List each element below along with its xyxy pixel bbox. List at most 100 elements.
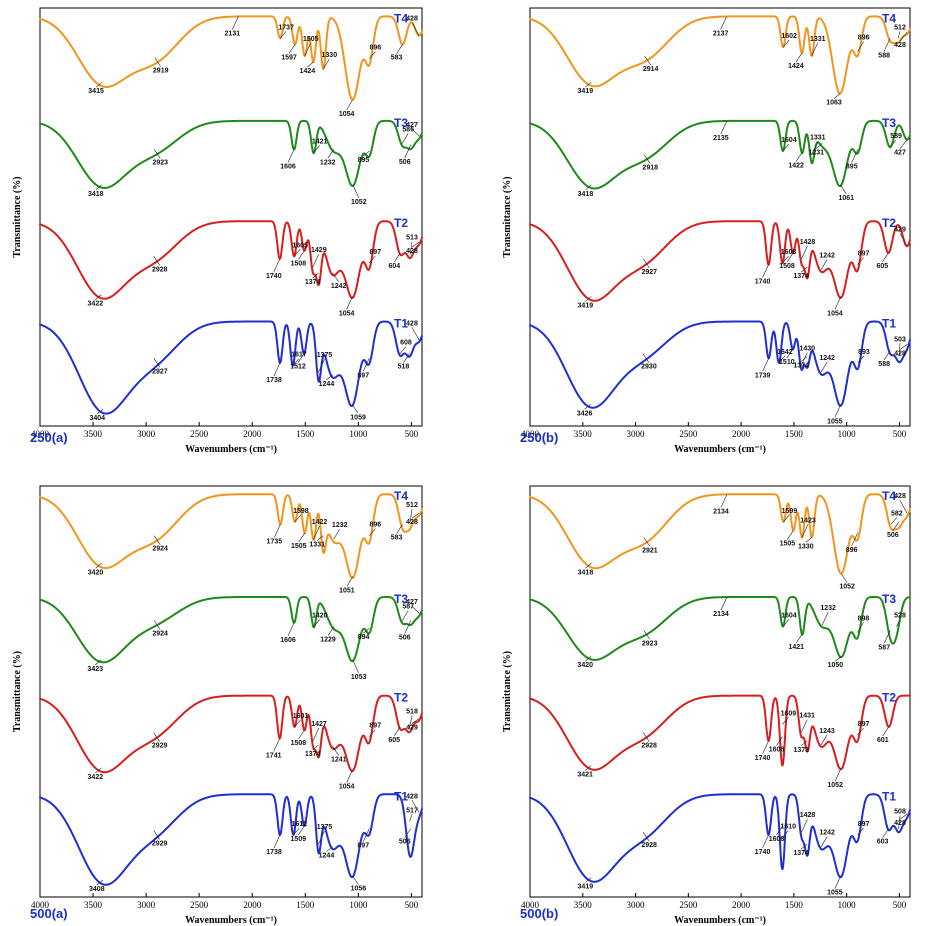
peak-leader-line [273,834,281,849]
peak-leader-line [643,154,651,164]
peak-leader-line [346,769,353,783]
trace-T1 [39,320,423,415]
peak-label: 2929 [152,743,168,750]
x-tick-label: 3500 [84,900,103,910]
peak-leader-line [352,184,360,198]
peak-label: 1422 [788,162,804,169]
peak-label: 896 [370,44,382,51]
peak-leader-line [95,81,103,88]
trace-T1 [529,320,911,409]
peak-leader-line [346,99,353,111]
trace-T3 [529,119,911,190]
x-axis-label: Wavenumbers (cm⁻¹) [185,915,277,926]
peak-leader-line [642,832,650,842]
peak-label: 3419 [578,88,594,95]
peak-label: 1605 [292,242,308,249]
peak-label: 1374 [305,751,321,758]
peak-label: 1428 [800,239,816,246]
peak-leader-line [776,825,783,836]
peak-leader-line [801,245,808,259]
peak-label: 1051 [339,588,355,595]
peak-leader-line [839,184,847,194]
series-label: T2 [394,691,408,705]
peak-leader-line [899,31,908,42]
peak-leader-line [273,738,280,752]
peak-leader-line [153,535,161,545]
peak-leader-line [298,729,305,740]
plot-frame [529,7,911,427]
peak-label: 601 [877,737,889,744]
peak-leader-line [890,517,898,525]
peak-label: 897 [369,249,381,256]
peak-label: 517 [406,807,418,814]
peak-label: 1598 [293,508,309,515]
peak-label: 1056 [351,886,367,893]
trace-T1 [529,793,911,883]
x-tick-label: 1500 [296,900,315,910]
peak-label: 1505 [303,36,319,43]
peak-leader-line [857,257,864,265]
peak-leader-line [857,355,865,364]
peak-label: 1740 [755,755,771,762]
peak-leader-line [351,404,359,414]
x-tick-label: 3500 [84,429,103,439]
x-tick-label: 500 [893,900,907,910]
x-tick-label: 2500 [190,429,209,439]
peak-label: 1054 [339,111,355,118]
peak-leader-line [401,610,409,621]
peak-leader-line [95,767,102,774]
peak-leader-line [800,356,808,362]
peak-label: 1374 [793,362,809,369]
peak-leader-line [795,53,803,63]
x-tick-label: 4000 [521,429,540,439]
trace-T2 [529,220,911,302]
peak-leader-line [882,828,889,838]
trace-T4 [39,15,423,101]
peak-label: 503 [894,336,906,343]
peak-leader-line [835,655,842,662]
peak-label: 3418 [88,191,104,198]
peak-label: 2923 [642,640,658,647]
peak-label: 1602 [781,33,797,40]
peak-leader-line [782,255,789,264]
peak-label: 582 [891,510,903,517]
peak-label: 2131 [225,30,241,37]
series-label: T3 [394,116,408,130]
peak-label: 1599 [782,508,798,515]
peak-leader-line [644,55,651,66]
peak-label: 1242 [819,355,835,362]
peak-label: 1608 [781,249,797,256]
peak-label: 1059 [350,414,366,421]
peak-leader-line [882,726,890,737]
peak-label: 1739 [755,372,771,379]
peak-leader-line [801,819,808,833]
peak-leader-line [782,143,790,152]
peak-label: 603 [877,839,889,846]
peak-leader-line [404,144,412,159]
peak-label: 587 [402,604,414,611]
peak-leader-line [898,343,901,357]
peak-leader-line [783,514,790,523]
peak-leader-line [363,627,370,634]
peak-leader-line [279,31,287,39]
peak-label: 3426 [577,410,593,417]
x-tick-label: 2500 [190,900,209,910]
peak-leader-line [795,633,803,644]
peak-label: 518 [406,708,418,715]
peak-leader-line [643,630,650,640]
x-tick-label: 3000 [627,900,646,910]
x-tick-label: 2500 [679,429,698,439]
peak-label: 2930 [641,364,657,371]
peak-leader-line [313,619,320,627]
peak-label: 589 [890,133,902,140]
peak-leader-line [883,38,891,52]
peak-label: 2924 [152,631,168,638]
peak-label: 897 [357,372,369,379]
peak-label: 894 [358,634,370,641]
peak-label: 1053 [351,674,367,681]
peak-label: 428 [406,793,418,800]
peak-leader-line [292,358,300,366]
x-tick-label: 500 [405,429,419,439]
peak-leader-line [883,350,891,361]
trace-T4 [529,15,911,95]
